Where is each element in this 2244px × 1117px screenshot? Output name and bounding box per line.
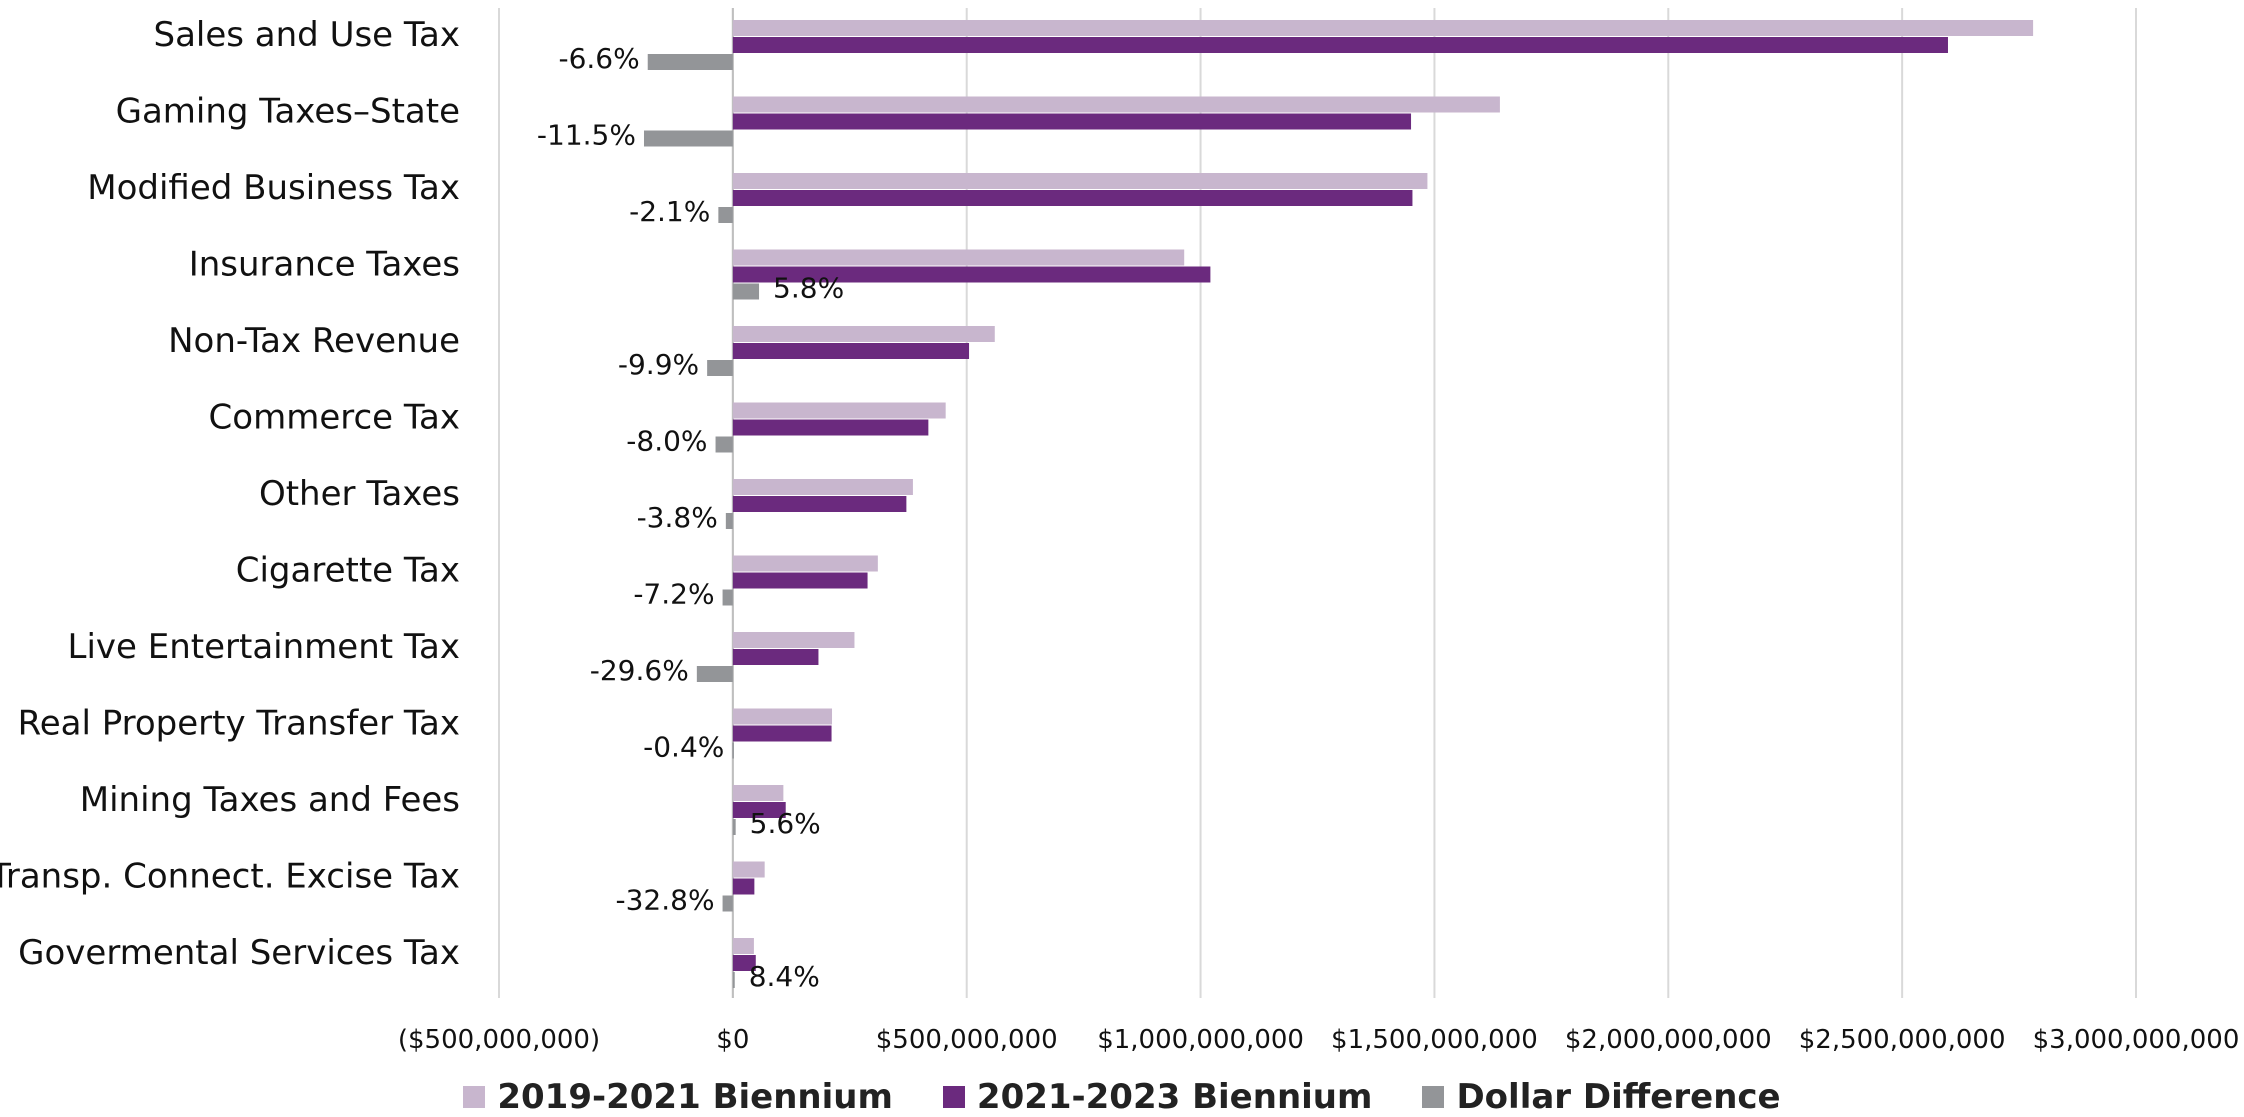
data-label-pct-change-10: 5.6% xyxy=(750,807,821,840)
bar-2019-2021-10 xyxy=(732,785,784,801)
bar-2021-2023-6 xyxy=(732,496,907,512)
x-tick-label-4: $1,500,000,000 xyxy=(1331,1025,1538,1055)
bar-2021-2023-12 xyxy=(732,955,756,971)
category-label-6: Other Taxes xyxy=(259,474,460,514)
bar-dollar-difference-3 xyxy=(732,283,760,300)
bar-2019-2021-9 xyxy=(732,708,833,725)
bar-dollar-difference-8 xyxy=(696,666,733,682)
category-label-7: Cigarette Tax xyxy=(236,551,460,591)
bar-dollar-difference-1 xyxy=(643,130,733,147)
bar-dollar-difference-0 xyxy=(647,54,733,70)
bar-2019-2021-4 xyxy=(732,326,995,342)
bar-2021-2023-0 xyxy=(732,37,1948,53)
bar-dollar-difference-11 xyxy=(722,895,733,912)
bar-2019-2021-2 xyxy=(732,173,1428,189)
bar-dollar-difference-5 xyxy=(715,436,733,453)
x-axis-tick-labels: ($500,000,000) $0 $500,000,000 $1,000,000,0… xyxy=(398,1025,2240,1055)
legend-swatch-2019-2021 xyxy=(463,1086,486,1108)
data-label-pct-change-7: -7.2% xyxy=(633,578,714,611)
data-label-pct-change-5: -8.0% xyxy=(626,425,707,458)
bar-2019-2021-1 xyxy=(732,96,1500,113)
bar-2019-2021-7 xyxy=(732,555,878,572)
legend-label-2021-2023: 2021-2023 Biennium xyxy=(976,1077,1373,1117)
category-label-8: Live Entertainment Tax xyxy=(68,627,460,667)
category-label-1: Gaming Taxes–State xyxy=(116,92,460,132)
bar-2021-2023-1 xyxy=(732,113,1412,130)
category-label-12: Govermental Services Tax xyxy=(18,933,460,973)
category-labels: Sales and Use Tax Gaming Taxes–State Modif… xyxy=(0,15,460,973)
bar-dollar-difference-2 xyxy=(718,207,733,223)
bar-2021-2023-2 xyxy=(732,190,1413,206)
bar-2019-2021-0 xyxy=(732,20,2034,36)
legend-label-dollar-difference: Dollar Difference xyxy=(1456,1077,1781,1117)
x-tick-label-7: $3,000,000,000 xyxy=(2033,1025,2240,1055)
x-tick-label-1: $0 xyxy=(716,1025,749,1055)
bar-2019-2021-12 xyxy=(732,938,754,954)
bar-2019-2021-5 xyxy=(732,402,946,419)
bar-dollar-difference-9 xyxy=(732,742,734,759)
legend-swatch-dollar-difference xyxy=(1422,1086,1445,1108)
legend-item-2019-2021: 2019-2021 Biennium xyxy=(463,1077,893,1117)
bars xyxy=(643,20,2034,988)
x-tick-label-6: $2,500,000,000 xyxy=(1799,1025,2006,1055)
x-tick-label-5: $2,000,000,000 xyxy=(1565,1025,1772,1055)
category-label-10: Mining Taxes and Fees xyxy=(80,780,460,820)
bar-2019-2021-6 xyxy=(732,479,913,495)
bar-2021-2023-3 xyxy=(732,266,1211,283)
bar-dollar-difference-7 xyxy=(722,589,733,606)
category-label-4: Non-Tax Revenue xyxy=(168,321,460,361)
legend-swatch-2021-2023 xyxy=(942,1086,965,1108)
bar-2019-2021-3 xyxy=(732,249,1185,266)
data-label-pct-change-9: -0.4% xyxy=(643,731,724,764)
legend-label-2019-2021: 2019-2021 Biennium xyxy=(497,1077,893,1117)
data-labels: -6.6% -11.5% -2.1% 5.8% -9.9% -8.0% -3.8% -7.2%… xyxy=(537,42,844,993)
data-label-pct-change-11: -32.8% xyxy=(616,884,715,917)
legend-item-2021-2023: 2021-2023 Biennium xyxy=(942,1077,1373,1117)
data-label-pct-change-6: -3.8% xyxy=(637,501,718,534)
bar-2021-2023-5 xyxy=(732,419,929,436)
legend-item-dollar-difference: Dollar Difference xyxy=(1422,1077,1781,1117)
bar-2021-2023-9 xyxy=(732,725,832,742)
bar-2021-2023-8 xyxy=(732,649,819,665)
bar-2021-2023-7 xyxy=(732,572,868,589)
data-label-pct-change-1: -11.5% xyxy=(537,119,636,152)
data-label-pct-change-2: -2.1% xyxy=(629,195,710,228)
data-label-pct-change-0: -6.6% xyxy=(558,42,639,75)
data-label-pct-change-3: 5.8% xyxy=(773,272,844,305)
bar-dollar-difference-6 xyxy=(725,513,733,529)
category-label-2: Modified Business Tax xyxy=(87,168,460,208)
data-label-pct-change-12: 8.4% xyxy=(749,960,820,993)
bar-2021-2023-4 xyxy=(732,343,970,359)
bar-2019-2021-11 xyxy=(732,861,765,878)
data-label-pct-change-4: -9.9% xyxy=(618,348,699,381)
bar-2021-2023-10 xyxy=(732,802,786,818)
bar-2019-2021-8 xyxy=(732,632,855,648)
category-label-0: Sales and Use Tax xyxy=(154,15,461,55)
x-tick-label-3: $1,000,000,000 xyxy=(1097,1025,1304,1055)
category-label-11: Transp. Connect. Excise Tax xyxy=(0,857,460,897)
category-label-5: Commerce Tax xyxy=(209,398,460,438)
bar-dollar-difference-4 xyxy=(707,360,733,376)
data-label-pct-change-8: -29.6% xyxy=(590,654,689,687)
x-tick-label-2: $500,000,000 xyxy=(876,1025,1058,1055)
bar-dollar-difference-12 xyxy=(732,972,735,988)
bar-dollar-difference-10 xyxy=(732,819,736,835)
category-label-3: Insurance Taxes xyxy=(189,245,460,285)
bar-2021-2023-11 xyxy=(732,878,755,895)
legend: 2019-2021 Biennium 2021-2023 Biennium Do… xyxy=(0,1077,2244,1117)
category-label-9: Real Property Transfer Tax xyxy=(18,704,460,744)
x-tick-label-0: ($500,000,000) xyxy=(398,1025,600,1055)
